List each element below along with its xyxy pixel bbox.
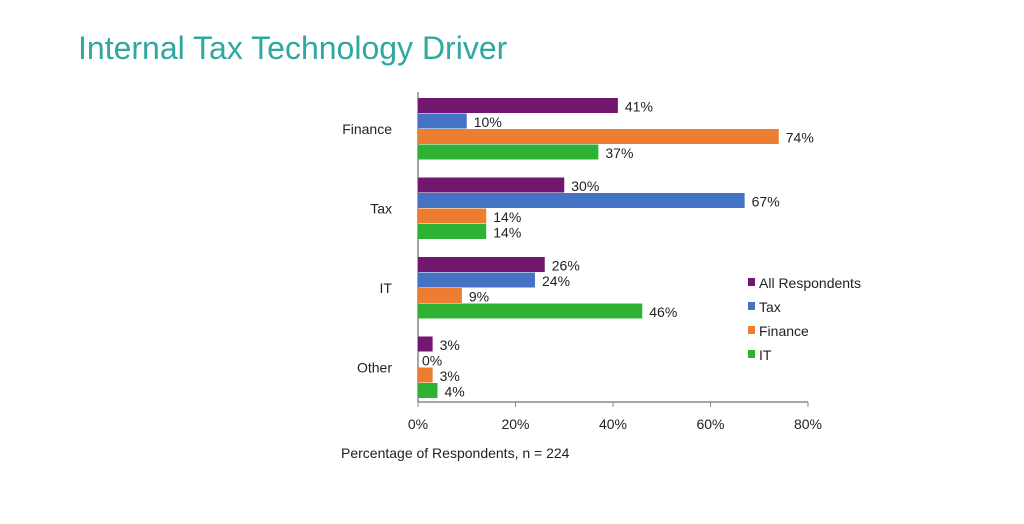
category-label: Tax [370, 201, 392, 217]
bar [418, 144, 599, 160]
data-label: 10% [474, 114, 502, 130]
data-label: 30% [571, 178, 599, 194]
data-label: 24% [542, 273, 570, 289]
bar [418, 257, 545, 272]
data-label: 74% [786, 130, 814, 146]
category-label: IT [380, 280, 393, 296]
x-axis-label: Percentage of Respondents, n = 224 [341, 445, 570, 461]
legend-label: Finance [759, 323, 809, 339]
data-label: 14% [493, 209, 521, 225]
data-label: 9% [469, 289, 489, 305]
bar [418, 336, 433, 352]
bar [418, 129, 779, 144]
bar [418, 193, 745, 208]
legend-swatch [748, 302, 755, 310]
data-label: 26% [552, 258, 580, 274]
chart-title: Internal Tax Technology Driver [78, 30, 508, 66]
data-label: 67% [752, 194, 780, 210]
bar [418, 98, 618, 113]
x-tick-label: 20% [501, 416, 529, 432]
data-label: 46% [649, 304, 677, 320]
data-label: 3% [440, 368, 460, 384]
data-label: 3% [440, 337, 460, 353]
data-label: 4% [445, 384, 465, 400]
x-tick-label: 0% [408, 416, 428, 432]
data-label: 37% [605, 145, 633, 161]
bar [418, 367, 433, 383]
data-label: 14% [493, 225, 521, 241]
bar [418, 177, 565, 193]
bar [418, 208, 487, 224]
bar [418, 303, 643, 319]
category-label: Other [357, 360, 392, 376]
x-tick-label: 60% [696, 416, 724, 432]
data-label: 41% [625, 99, 653, 115]
legend-label: All Respondents [759, 275, 861, 291]
legend-label: IT [759, 347, 772, 363]
x-tick-label: 80% [794, 416, 822, 432]
bar [418, 224, 487, 239]
bar [418, 113, 467, 129]
legend-label: Tax [759, 299, 781, 315]
legend-swatch [748, 326, 755, 334]
legend-swatch [748, 350, 755, 358]
bar [418, 288, 462, 303]
category-label: Finance [342, 121, 392, 137]
bar [418, 383, 438, 398]
x-tick-label: 40% [599, 416, 627, 432]
data-label: 0% [422, 353, 442, 369]
bar [418, 272, 535, 288]
legend-swatch [748, 278, 755, 286]
